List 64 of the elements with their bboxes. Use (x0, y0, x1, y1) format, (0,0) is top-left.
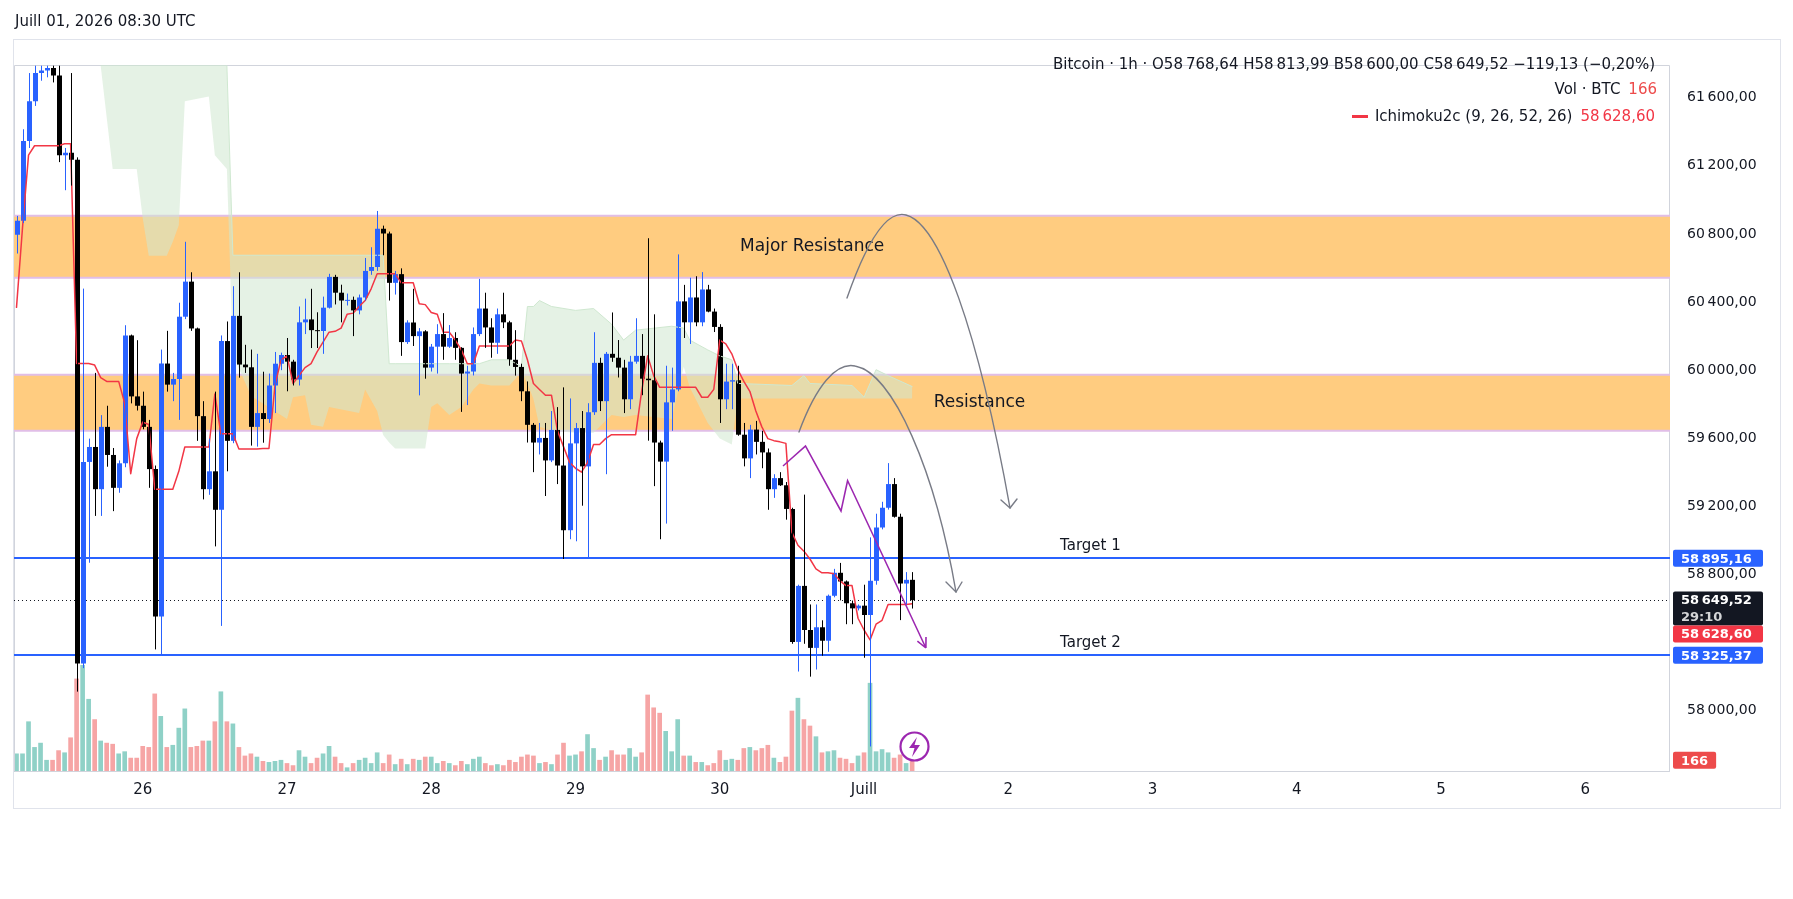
chart-title: Bitcoin · 1h · O58 768,64 H58 813,99 B58 600,00 C58 649,52 −119,13 (−0,20%) (1052, 55, 1655, 73)
text: 58 628,60 (1681, 626, 1752, 642)
bar (579, 751, 584, 772)
x-tick-label: 5 (1436, 779, 1446, 798)
bar (164, 747, 170, 772)
bar (687, 755, 693, 772)
x-tick-label: 30 (710, 779, 730, 798)
ref-line-label: Target 1 (1059, 535, 1121, 554)
bar (549, 764, 554, 772)
x-tick-label: 27 (277, 779, 297, 798)
bar (446, 763, 452, 772)
bar (386, 754, 392, 772)
y-tick-label: 59 200,00 (1687, 497, 1757, 514)
y-tick-label: 58 800,00 (1687, 565, 1757, 582)
chart-subtitle: Juill 01, 2026 08:30 UTC (15, 12, 196, 30)
y-tick-label: 59 600,00 (1687, 428, 1757, 445)
candlestick (45, 65, 50, 78)
text: 29:10 (1681, 609, 1723, 625)
legend-label: Ichimoku2c (9, 26, 52, 26) (1374, 107, 1573, 125)
x-tick-label: 29 (565, 779, 586, 798)
x-tick-label: 6 (1580, 779, 1591, 798)
bar (495, 764, 500, 772)
chart-title: Vol · BTC (1554, 80, 1621, 98)
bar (416, 759, 422, 772)
bar (543, 762, 548, 772)
bar (699, 762, 705, 772)
y-tick-label: 60 800,00 (1687, 224, 1757, 241)
x-tick-label: 28 (421, 779, 441, 798)
bar (188, 747, 194, 772)
bar (62, 752, 67, 772)
bar (158, 716, 164, 772)
bar (410, 758, 416, 772)
bar (440, 760, 446, 772)
y-tick-label: 60 400,00 (1687, 292, 1757, 309)
y-tick-label: 61 200,00 (1687, 156, 1757, 173)
bar (392, 764, 398, 772)
bar (92, 719, 97, 772)
bar (597, 759, 602, 772)
x-tick-label: Juill (849, 779, 878, 798)
bar (537, 763, 542, 772)
bar (693, 762, 699, 772)
x-tick-label: 4 (1292, 779, 1302, 798)
y-tick-label: 58 000,00 (1687, 701, 1757, 718)
x-tick-label: 2 (1003, 779, 1014, 798)
x-tick-label: 3 (1147, 779, 1158, 798)
bar (98, 740, 103, 772)
x-tick-label: 26 (133, 779, 153, 798)
bar (404, 764, 410, 772)
candlestick (730, 363, 735, 410)
band-label: Resistance (933, 391, 1026, 412)
ref-line-label: Target 2 (1059, 632, 1121, 651)
annotation: 58 628,60 (1580, 107, 1655, 125)
text: 166 (1628, 80, 1657, 98)
text: 166 (1681, 752, 1709, 768)
band-label: Major Resistance (740, 235, 885, 256)
bar (422, 756, 428, 772)
text: 58 325,37 (1681, 647, 1752, 663)
y-tick-label: 61 600,00 (1687, 88, 1757, 105)
y-tick-label: 60 000,00 (1687, 360, 1757, 377)
bar (603, 756, 608, 772)
bar (681, 755, 687, 772)
bar (398, 758, 404, 772)
text: 58 895,16 (1681, 550, 1752, 566)
text: 58 649,52 (1681, 592, 1752, 608)
